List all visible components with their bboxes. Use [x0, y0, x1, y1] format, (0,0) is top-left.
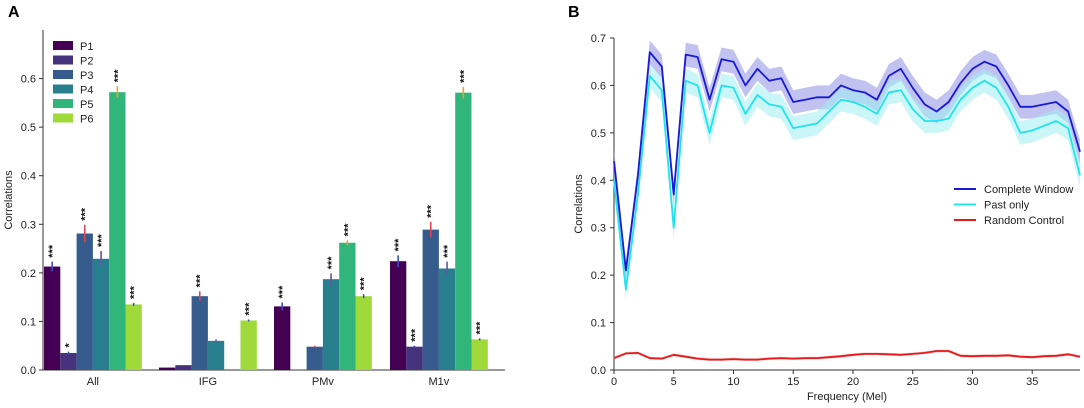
- chart-b-line-chart: 0.0 0.1 0.2 0.3 0.4 0.5 0.6 0.7 0 5 10 15 20 25 30 35 Fr…: [573, 33, 1081, 403]
- significance-label: ***: [129, 285, 141, 299]
- x-tick-label: 35: [1026, 376, 1038, 388]
- legend-label-P3: P3: [80, 70, 93, 82]
- line-random-control: [613, 350, 1081, 361]
- y-tick-label: 0.1: [591, 318, 606, 330]
- bar-P2-PMv: [290, 369, 307, 371]
- x-tick-label: 25: [907, 376, 919, 388]
- legend-swatch-P1: [53, 41, 73, 50]
- bar-P1-All: [44, 266, 61, 370]
- bar-P2-All: [60, 353, 77, 370]
- x-tick-label: M1v: [429, 376, 450, 388]
- significance-label: ***: [326, 256, 338, 270]
- x-tick-label: 15: [787, 376, 799, 388]
- bar-P6-PMv: [355, 296, 372, 370]
- significance-label: ***: [112, 69, 124, 83]
- bar-P6-All: [125, 304, 142, 370]
- x-tick-label: 20: [847, 376, 859, 388]
- legend-label-P5: P5: [80, 99, 93, 111]
- bar-P1-PMv: [274, 306, 291, 370]
- y-tick-label: 0.3: [21, 219, 36, 231]
- y-tick-label: 0.5: [21, 122, 36, 134]
- bar-P1-M1v: [390, 261, 407, 370]
- bar-P5-PMv: [339, 242, 356, 370]
- x-tick-label: 30: [966, 376, 978, 388]
- y-tick-label: 0.4: [21, 171, 36, 183]
- bar-P3-M1v: [422, 229, 439, 370]
- significance-label: ***: [195, 274, 207, 288]
- bar-P2-IFG: [175, 365, 192, 370]
- legend-swatch-P2: [53, 55, 73, 65]
- bar-P3-PMv: [306, 346, 323, 370]
- bar-P3-All: [76, 233, 93, 370]
- significance-label: *: [63, 343, 75, 348]
- x-tick-label: PMv: [312, 376, 335, 388]
- y-tick-label: 0.5: [591, 128, 606, 140]
- chart-a-bar-chart: 0.00.10.20.30.40.50.6Correlations*******…: [3, 30, 505, 388]
- legend-swatch-P3: [53, 70, 73, 79]
- y-tick-label: 0.6: [591, 80, 606, 92]
- significance-label: ***: [393, 238, 405, 252]
- y-tick-label: 0.0: [591, 365, 606, 377]
- bar-P3-IFG: [191, 296, 208, 370]
- y-tick-label: 0.1: [21, 316, 36, 328]
- bar-P5-M1v: [455, 92, 472, 371]
- y-tick-label: 0.7: [591, 33, 606, 45]
- bar-P6-IFG: [240, 320, 257, 370]
- legend-label-P2: P2: [80, 56, 93, 68]
- bar-P4-All: [92, 258, 110, 370]
- significance-label: ***: [475, 321, 487, 335]
- significance-label: ***: [409, 328, 421, 342]
- significance-label: ***: [244, 302, 256, 316]
- legend-label-random-control: Random Control: [984, 215, 1064, 227]
- x-tick-label: 0: [611, 376, 617, 388]
- significance-label: ***: [96, 233, 108, 247]
- bar-P5-All: [109, 92, 126, 371]
- significance-label: ***: [442, 244, 454, 258]
- bar-P4-PMv: [322, 279, 340, 370]
- bar-P4-M1v: [438, 268, 456, 370]
- bar-P2-M1v: [406, 346, 423, 370]
- line-complete-window: [613, 51, 1081, 272]
- significance-label: ***: [47, 244, 59, 258]
- legend-label-complete-window: Complete Window: [984, 184, 1073, 196]
- legend-label-past-only: Past only: [984, 200, 1030, 212]
- bar-P1-IFG: [159, 367, 176, 370]
- line-past-only: [613, 75, 1081, 291]
- significance-label: ***: [458, 69, 470, 83]
- x-tick-label: IFG: [199, 376, 217, 388]
- bar-P6-M1v: [471, 339, 488, 370]
- significance-label: ***: [359, 277, 371, 291]
- legend-swatch-P6: [53, 113, 73, 123]
- x-tick-label: All: [87, 376, 99, 388]
- bar-P4-IFG: [207, 340, 225, 370]
- y-tick-label: 0.2: [591, 270, 606, 282]
- panel-b-letter: B: [568, 4, 580, 21]
- y-axis-label: Correlations: [3, 170, 15, 230]
- x-tick-label: 5: [671, 376, 677, 388]
- legend-label-P4: P4: [80, 85, 93, 97]
- legend-swatch-P5: [53, 99, 73, 108]
- x-axis-label: Frequency (Mel): [807, 391, 887, 403]
- y-tick-label: 0.3: [591, 223, 606, 235]
- panel-a-letter: A: [8, 4, 20, 21]
- y-tick-label: 0.2: [21, 268, 36, 280]
- legend-label-P6: P6: [80, 114, 93, 126]
- legend-label-P1: P1: [80, 41, 93, 53]
- x-tick-label: 10: [727, 376, 739, 388]
- significance-label: ***: [342, 223, 354, 237]
- y-tick-label: 0.0: [21, 365, 36, 377]
- significance-label: ***: [426, 204, 438, 218]
- y-axis-label: Correlations: [573, 174, 585, 234]
- y-tick-label: 0.4: [591, 175, 606, 187]
- legend-swatch-P4: [53, 84, 73, 94]
- significance-label: ***: [277, 285, 289, 299]
- significance-label: ***: [80, 207, 92, 221]
- y-tick-label: 0.6: [21, 74, 36, 86]
